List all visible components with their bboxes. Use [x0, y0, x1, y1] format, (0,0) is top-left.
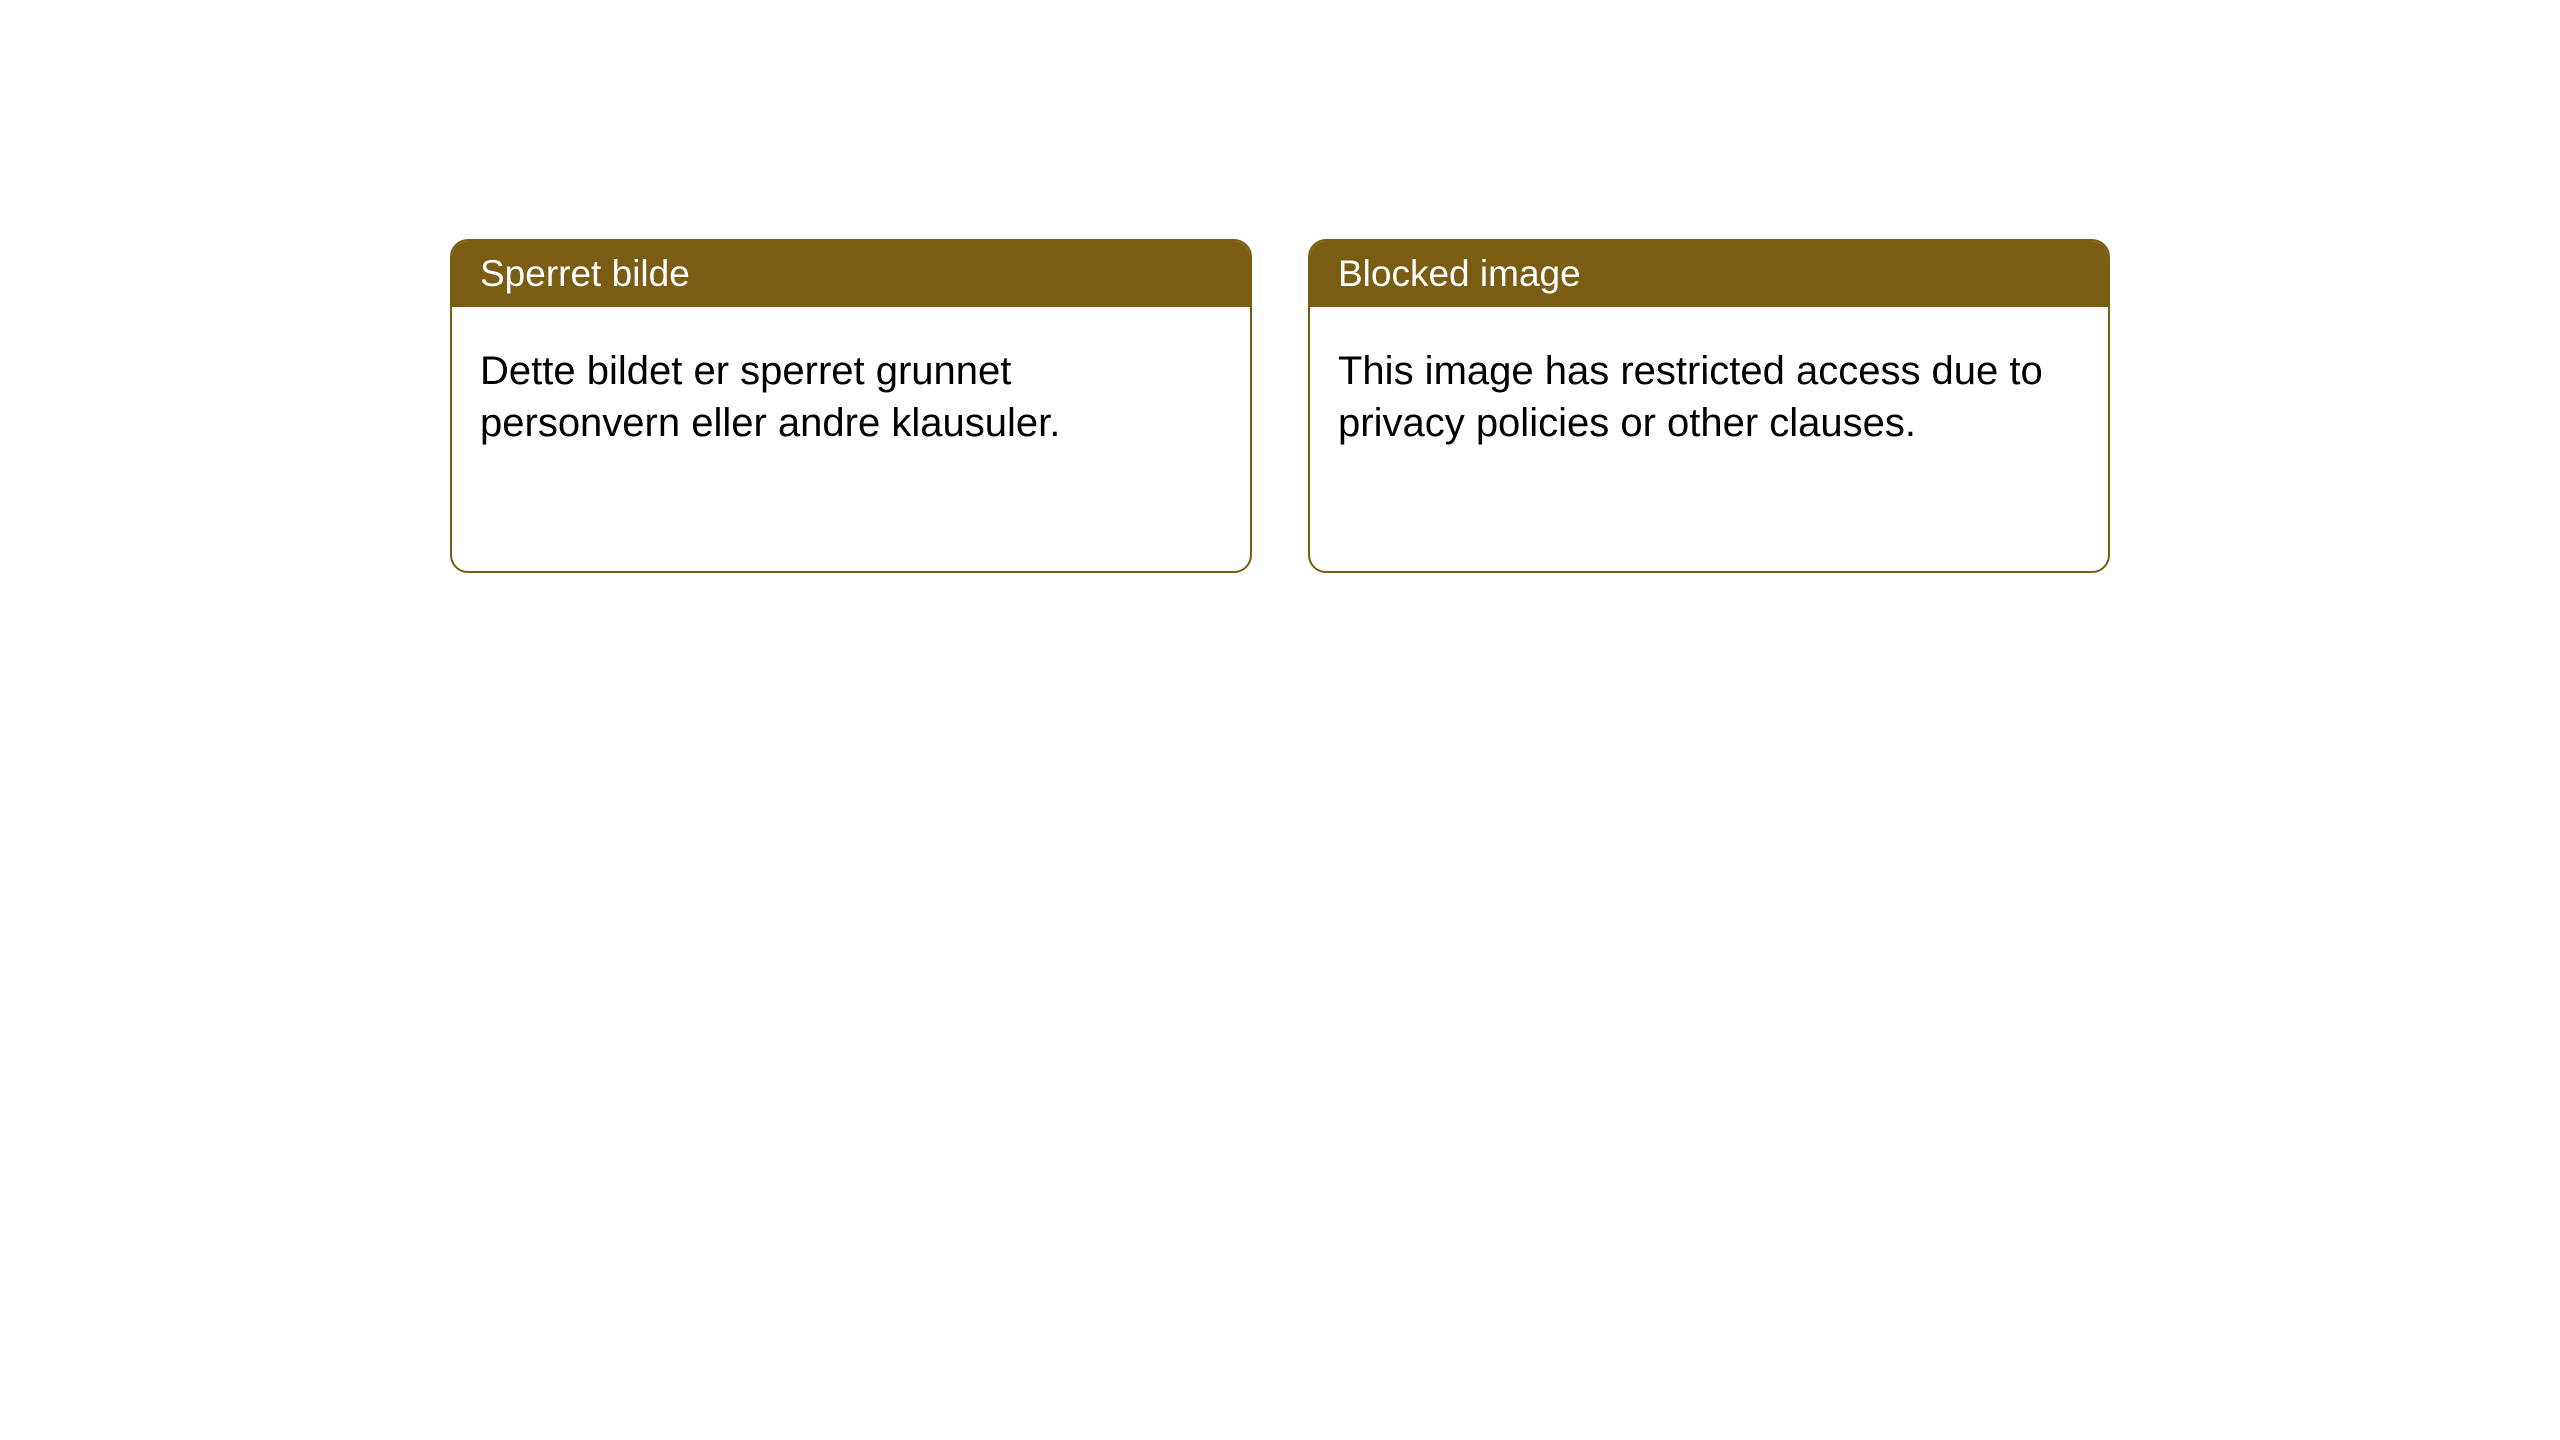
card-header-en: Blocked image — [1310, 241, 2108, 307]
blocked-image-card-en: Blocked image This image has restricted … — [1308, 239, 2110, 573]
card-body-text-en: This image has restricted access due to … — [1338, 349, 2043, 445]
card-body-en: This image has restricted access due to … — [1310, 307, 2108, 487]
blocked-image-card-no: Sperret bilde Dette bildet er sperret gr… — [450, 239, 1252, 573]
card-title-no: Sperret bilde — [480, 253, 690, 294]
card-body-no: Dette bildet er sperret grunnet personve… — [452, 307, 1250, 487]
card-header-no: Sperret bilde — [452, 241, 1250, 307]
notice-container: Sperret bilde Dette bildet er sperret gr… — [0, 0, 2560, 573]
card-title-en: Blocked image — [1338, 253, 1581, 294]
card-body-text-no: Dette bildet er sperret grunnet personve… — [480, 349, 1060, 445]
